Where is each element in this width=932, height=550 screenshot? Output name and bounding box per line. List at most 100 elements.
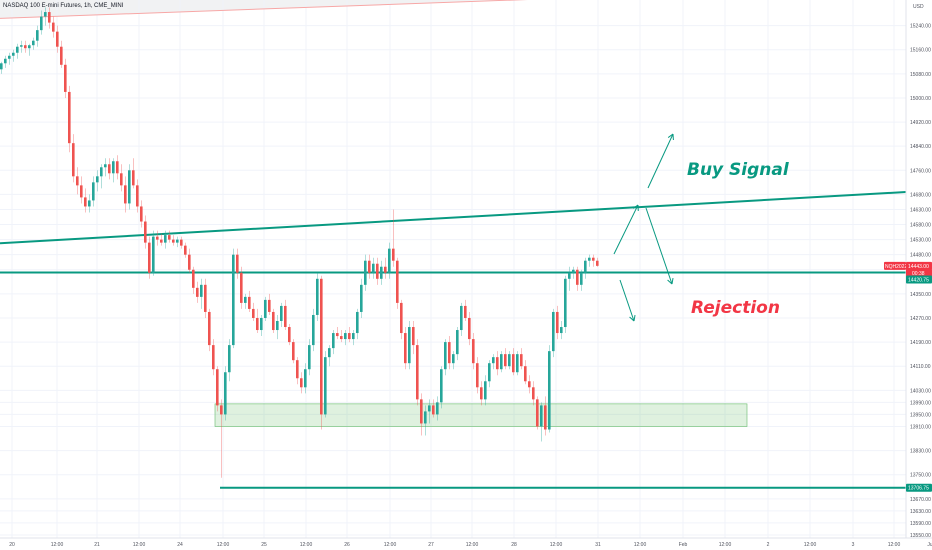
- price-tick-label: 14760.00: [910, 168, 931, 174]
- candle-body: [436, 402, 439, 415]
- candle-body: [76, 176, 79, 186]
- candle-body: [4, 58, 7, 64]
- candle-body: [208, 311, 211, 346]
- candle-body: [120, 173, 123, 186]
- scenario-arrow-head: [632, 204, 639, 209]
- candle-body: [180, 239, 183, 246]
- candle-body: [148, 242, 151, 273]
- time-tick-label: 27: [428, 542, 434, 548]
- candle-body: [496, 357, 499, 370]
- scenario-arrow-line: [647, 133, 674, 189]
- candle-body: [172, 239, 175, 243]
- time-tick-label: 12:00: [719, 542, 732, 548]
- candle-body: [420, 399, 423, 424]
- candle-body: [492, 357, 495, 364]
- candle-body: [320, 278, 323, 415]
- time-tick-label: 20: [9, 542, 15, 548]
- candle-body: [368, 260, 371, 273]
- candle-body: [96, 176, 99, 183]
- price-tick-label: 14350.00: [910, 292, 931, 298]
- price-tag-label: 13706.75: [908, 486, 929, 492]
- candle-body: [388, 248, 391, 273]
- scenario-arrow-head: [667, 279, 673, 285]
- candle-body: [48, 12, 51, 23]
- price-tag-label: 14443.00: [908, 264, 929, 270]
- price-tick-label: 13750.00: [910, 473, 931, 479]
- candle-body: [152, 236, 155, 273]
- candle-body: [184, 245, 187, 255]
- candle-body: [56, 31, 59, 47]
- candle-body: [164, 235, 167, 243]
- candle-body: [392, 248, 395, 261]
- chart-title: NASDAQ 100 E-mini Futures, 1h, CME_MINI: [3, 3, 124, 9]
- candle-body: [408, 327, 411, 364]
- candle-body: [212, 345, 215, 370]
- candle-body: [20, 45, 23, 47]
- candle-body: [40, 16, 43, 31]
- candle-body: [424, 411, 427, 424]
- candle-body: [124, 185, 127, 204]
- candle-body: [444, 342, 447, 370]
- candle-body: [536, 399, 539, 427]
- candle-body: [404, 333, 407, 364]
- price-axis[interactable]: USD 15240.00 15160.00 15080.00 15000.00 14920…: [884, 0, 932, 550]
- candle-body: [552, 311, 555, 352]
- candle-body: [332, 333, 335, 349]
- candle-body: [312, 314, 315, 346]
- candle-body: [84, 197, 87, 207]
- candle-body: [156, 236, 159, 240]
- price-tick-label: 15240.00: [910, 24, 931, 30]
- candle-body: [292, 342, 295, 361]
- time-tick-label: 12:00: [466, 542, 479, 548]
- time-axis-bg: [0, 538, 932, 550]
- candle-body: [440, 369, 443, 403]
- candle-body: [272, 311, 275, 331]
- price-tick-label: 14110.00: [910, 364, 931, 370]
- candle-body: [132, 170, 135, 186]
- candle-body: [16, 46, 19, 53]
- upper-red-trendline: [0, 0, 528, 19]
- candle-body: [240, 272, 243, 303]
- candle-body: [52, 22, 55, 32]
- candle-body: [524, 366, 527, 382]
- candle-body: [36, 30, 39, 41]
- candle-body: [12, 52, 15, 56]
- candle-body: [416, 345, 419, 400]
- price-tick-label: 14530.00: [910, 238, 931, 244]
- time-tick-label: 3: [852, 542, 855, 548]
- candle-body: [460, 305, 463, 331]
- candle-body: [168, 235, 171, 240]
- candle-body: [228, 345, 231, 373]
- candle-body: [508, 354, 511, 367]
- time-axis[interactable]: 20 12:00 21 12:00 24 12:00 25 12:00 26 12:00 27 12:…: [0, 537, 932, 550]
- candle-body: [248, 296, 251, 309]
- candle-body: [396, 260, 399, 303]
- scenario-arrow-line: [619, 279, 635, 322]
- price-tick-label: 13590.00: [910, 521, 931, 527]
- time-tick-label: 28: [511, 542, 517, 548]
- candle-body: [336, 333, 339, 337]
- scenario-arrow-head: [629, 316, 635, 322]
- candle-body: [476, 363, 479, 388]
- time-tick-label: 12:00: [133, 542, 146, 548]
- resistance-trendline: [0, 190, 907, 245]
- currency-label: USD: [913, 4, 924, 10]
- candle-body: [232, 254, 235, 346]
- candle-body: [584, 260, 587, 273]
- candle-body: [288, 327, 291, 343]
- candle-body: [504, 354, 507, 367]
- time-tick-label: Feb: [679, 542, 688, 548]
- candle-body: [216, 369, 219, 406]
- candle-body: [372, 263, 375, 273]
- candle-body: [80, 185, 83, 198]
- candle-body: [452, 354, 455, 364]
- candle-body: [92, 182, 95, 201]
- candle-body: [300, 378, 303, 388]
- candle-body: [236, 254, 239, 273]
- candle-body: [308, 345, 311, 370]
- price-tick-label: 13990.00: [910, 400, 931, 406]
- candle-body: [264, 299, 267, 318]
- time-tick-label: 26: [344, 542, 350, 548]
- candle-body: [44, 12, 47, 17]
